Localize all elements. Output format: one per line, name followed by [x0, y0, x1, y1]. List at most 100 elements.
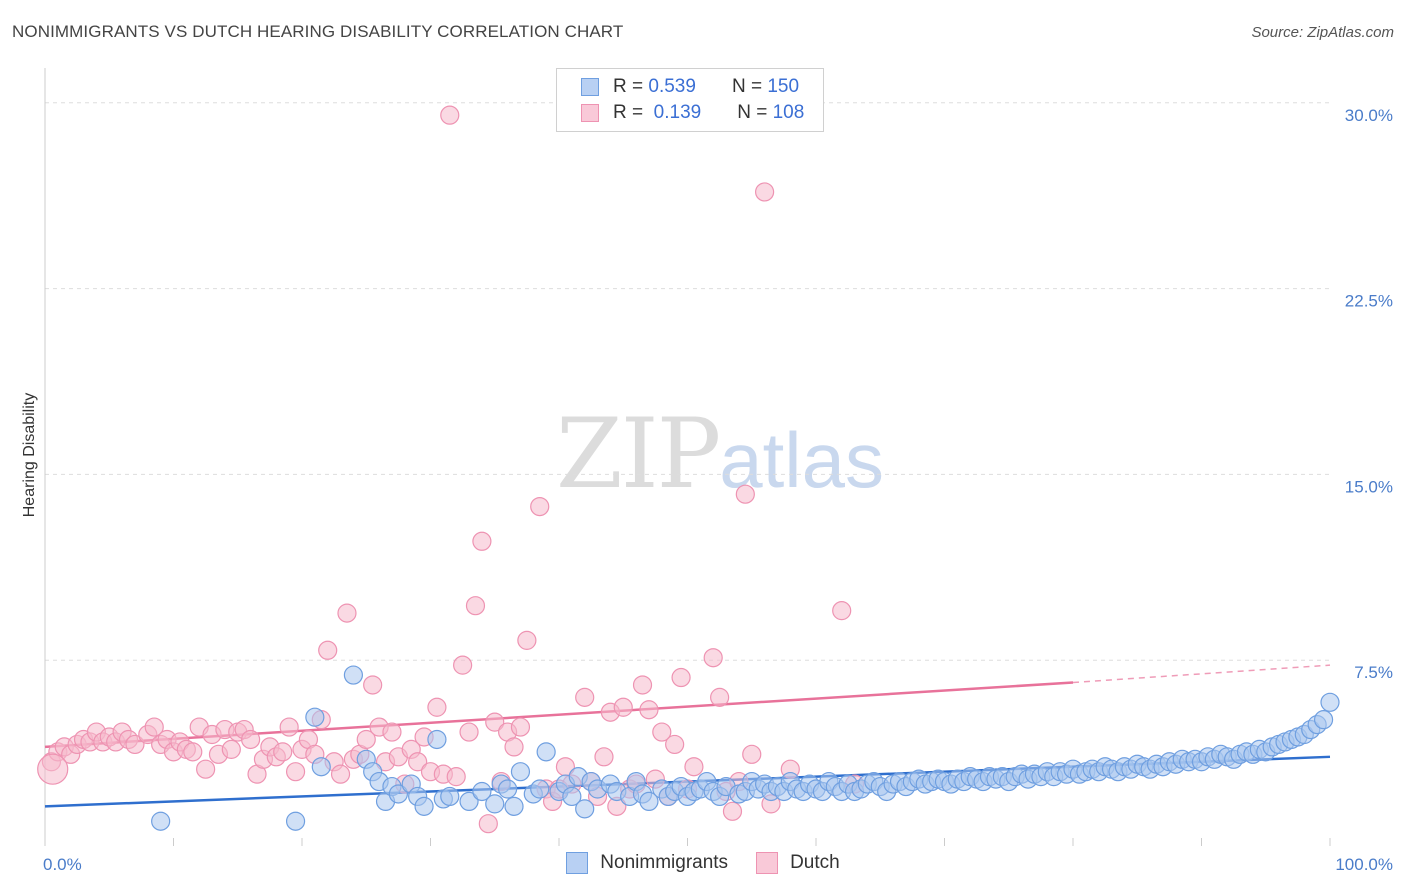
legend-swatch-blue	[581, 78, 599, 96]
dutch-point	[408, 752, 428, 772]
legend-n-label: N =	[737, 102, 768, 123]
y-tick-label: 22.5%	[1345, 292, 1393, 311]
nonimmigrants-point	[414, 796, 434, 816]
nonimmigrants-point	[530, 779, 550, 799]
legend-r-value: 0.139	[653, 102, 702, 123]
legend-n-value: 108	[772, 102, 805, 123]
dutch-point	[613, 697, 633, 717]
dutch-point	[517, 630, 537, 650]
nonimmigrants-point	[1313, 710, 1334, 730]
nonimmigrants-point	[575, 799, 595, 819]
dutch-point	[144, 717, 164, 737]
legend-n-value: 150	[767, 76, 800, 97]
nonimmigrants-point	[498, 779, 518, 799]
dutch-point	[273, 742, 293, 762]
dutch-point	[665, 734, 685, 755]
nonimmigrants-point	[285, 811, 306, 831]
x-tick-label: 0.0%	[43, 855, 82, 874]
dutch-point	[710, 687, 730, 707]
dutch-point	[196, 759, 216, 779]
nonimmigrants-point	[504, 796, 524, 816]
dutch-point	[221, 739, 241, 759]
nonimmigrants-point	[427, 729, 447, 750]
dutch-point	[37, 753, 69, 785]
dutch-point	[742, 744, 762, 764]
dutch-point	[485, 712, 505, 732]
dutch-trendline-extension	[1072, 664, 1331, 684]
legend-label-nonimmigrants: Nonimmigrants	[600, 852, 729, 873]
dutch-point	[440, 105, 460, 125]
dutch-point	[465, 596, 486, 616]
dutch-point	[504, 737, 524, 757]
nonimmigrants-point	[1320, 692, 1340, 712]
legend-swatch-dutch	[756, 852, 779, 874]
dutch-point	[446, 767, 466, 787]
chart-title: NONIMMIGRANTS VS DUTCH HEARING DISABILIT…	[12, 22, 624, 41]
legend-r-value: 0.539	[648, 76, 696, 97]
legend-item-dutch[interactable]: Dutch	[756, 852, 840, 874]
point-layer	[37, 105, 1340, 834]
legend-label-dutch: Dutch	[790, 852, 840, 873]
dutch-point	[530, 496, 550, 517]
dutch-point	[241, 729, 261, 750]
nonimmigrants-point	[388, 784, 408, 804]
dutch-point	[337, 603, 357, 623]
y-tick-label: 15.0%	[1345, 477, 1393, 496]
dutch-point	[671, 667, 691, 688]
dutch-trendline	[44, 681, 1074, 749]
dutch-point	[453, 655, 473, 675]
dutch-point	[478, 814, 498, 834]
legend-row-nonimmigrants: R = 0.539 N = 150	[581, 75, 799, 99]
legend-item-nonimmigrants[interactable]: Nonimmigrants	[566, 852, 728, 874]
nonimmigrants-point	[151, 811, 171, 831]
nonimmigrants-point	[562, 786, 582, 807]
legend-n-label: N =	[731, 76, 763, 97]
watermark-zip: ZIP	[556, 398, 721, 510]
legend-swatch-nonimmigrants	[566, 852, 589, 874]
dutch-point	[382, 722, 402, 742]
nonimmigrants-point	[639, 791, 659, 812]
y-axis-label: Hearing Disability	[21, 393, 38, 518]
nonimmigrants-point	[536, 742, 556, 762]
tick-layer: 7.5% 15.0% 22.5% 30.0% 0.0% 100.0%	[43, 106, 1393, 874]
series-legend: Nonimmigrants Dutch	[0, 852, 1406, 874]
dutch-point	[652, 722, 672, 742]
zipatlas-watermark: ZIPatlas	[556, 398, 884, 510]
legend-r-label: R =	[613, 76, 644, 97]
dutch-point	[510, 717, 531, 737]
dutch-point	[459, 722, 479, 742]
legend-swatch-pink	[581, 104, 599, 122]
dutch-point	[632, 675, 653, 695]
nonimmigrants-point	[305, 707, 325, 727]
dutch-point	[363, 675, 383, 695]
nonimmigrants-point	[472, 781, 492, 802]
dutch-point	[125, 734, 145, 755]
legend-row-dutch: R = 0.139 N = 108	[581, 101, 804, 125]
dutch-point	[684, 757, 704, 777]
source-label: Source: ZipAtlas.com	[1251, 24, 1394, 41]
legend-r-label: R =	[613, 102, 644, 123]
nonimmigrants-point	[343, 665, 363, 685]
y-tick-label: 30.0%	[1345, 106, 1393, 125]
correlation-legend: R = 0.539 N = 150 R = 0.139 N = 108	[556, 68, 824, 132]
dutch-point	[703, 648, 723, 668]
dutch-point	[722, 801, 743, 821]
x-tick-label: 100.0%	[1335, 855, 1393, 874]
dutch-point	[318, 640, 338, 660]
y-tick-label: 7.5%	[1354, 663, 1393, 682]
dutch-point	[639, 700, 659, 720]
dutch-point	[356, 729, 376, 750]
nonimmigrants-point	[485, 794, 505, 814]
dutch-point	[285, 762, 306, 782]
dutch-point	[754, 182, 775, 202]
dutch-point	[575, 687, 595, 707]
grid-layer	[45, 102, 1330, 661]
dutch-point	[183, 742, 203, 762]
nonimmigrants-point	[311, 757, 331, 777]
nonimmigrants-point	[510, 762, 531, 782]
dutch-point	[330, 764, 351, 784]
nonimmigrants-point	[440, 786, 460, 807]
nonimmigrants-point	[459, 791, 479, 812]
dutch-point	[735, 484, 755, 504]
